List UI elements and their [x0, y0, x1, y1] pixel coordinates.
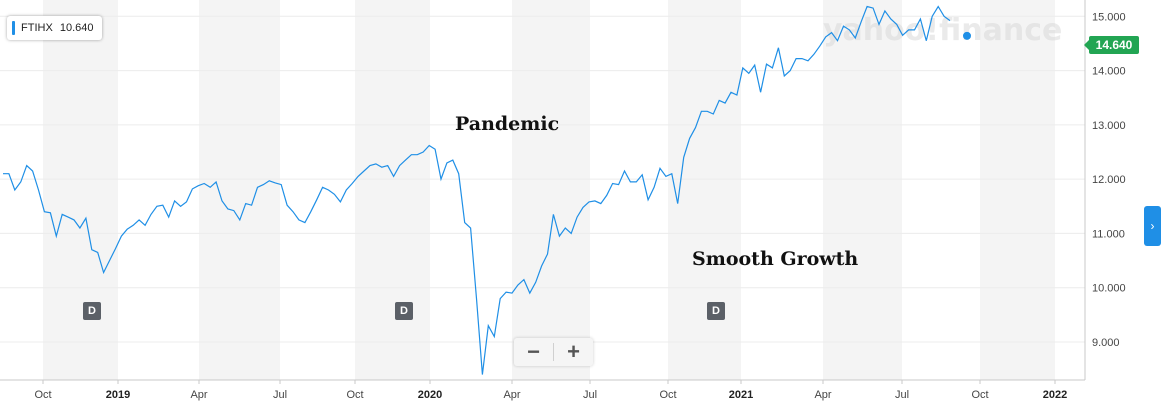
x-tick-label: 2021	[729, 389, 753, 401]
month-band	[43, 0, 118, 380]
month-band	[668, 0, 741, 380]
month-band	[355, 0, 430, 380]
x-tick-label: Oct	[971, 389, 988, 401]
x-tick-label: Apr	[503, 389, 520, 401]
x-tick-label: 2022	[1043, 389, 1067, 401]
x-tick-label: Jul	[583, 389, 597, 401]
y-tick-label: 11.000	[1092, 228, 1125, 240]
x-tick-label: Oct	[346, 389, 363, 401]
annotation-pandemic: Pandemic	[455, 113, 559, 135]
x-tick-label: Oct	[659, 389, 676, 401]
y-axis-ticks: 9.000 10.000 11.000 12.000 13.000 14.000 15.00…	[1092, 11, 1126, 349]
y-tick-label: 9.000	[1092, 337, 1120, 349]
x-tick-label: 2020	[418, 389, 442, 401]
zoom-in-button[interactable]: +	[567, 339, 580, 364]
month-band	[980, 0, 1055, 380]
alternating-month-bands	[43, 0, 1055, 380]
dividend-marker[interactable]: D	[83, 302, 101, 320]
x-tick-label: Jul	[895, 389, 909, 401]
x-tick-label: Jul	[273, 389, 287, 401]
ticker-symbol: FTIHX	[21, 22, 53, 34]
zoom-controls: − +	[514, 338, 593, 366]
x-axis-ticks: Oct 2019 Apr Jul Oct 2020 Apr Jul Oct 2021 Apr Jul O…	[34, 380, 1067, 401]
x-tick-label: Oct	[34, 389, 51, 401]
zoom-out-button[interactable]: −	[527, 339, 540, 364]
current-price-badge: 14.640	[1084, 36, 1139, 54]
ticker-value: 10.640	[59, 22, 94, 34]
y-tick-label: 10.000	[1092, 283, 1126, 295]
month-band	[199, 0, 280, 380]
x-tick-label: 2019	[106, 389, 130, 401]
month-band	[823, 0, 902, 380]
y-tick-label: 14.000	[1092, 66, 1126, 78]
month-band	[512, 0, 590, 380]
y-tick-label: 13.000	[1092, 120, 1126, 132]
ticker-legend[interactable]: FTIHX 10.640	[7, 16, 102, 40]
x-tick-label: Apr	[814, 389, 831, 401]
expand-panel-button[interactable]: ›	[1144, 206, 1161, 246]
x-tick-label: Apr	[190, 389, 207, 401]
y-tick-label: 12.000	[1092, 174, 1126, 186]
y-tick-label: 15.000	[1092, 11, 1126, 23]
dividend-marker[interactable]: D	[707, 302, 725, 320]
series-color-swatch	[12, 21, 15, 35]
zoom-divider	[553, 343, 554, 361]
dividend-marker[interactable]: D	[395, 302, 413, 320]
watermark-logo: yahoo!finance	[823, 13, 1062, 48]
annotation-smooth-growth: Smooth Growth	[692, 248, 858, 270]
series-line-ftihx	[3, 5, 951, 375]
last-price-marker[interactable]	[963, 31, 971, 40]
